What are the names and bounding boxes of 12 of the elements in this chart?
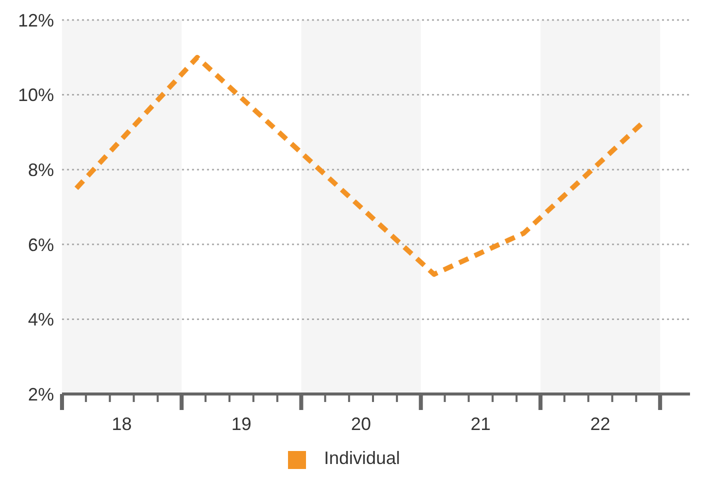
legend-label: Individual bbox=[324, 448, 400, 468]
y-tick-label: 6% bbox=[28, 234, 54, 255]
x-tick-label: 21 bbox=[470, 414, 491, 434]
x-tick-label: 19 bbox=[231, 414, 252, 434]
x-tick-label: 22 bbox=[590, 414, 610, 434]
x-tick-label: 20 bbox=[351, 414, 372, 434]
x-tick-label: 18 bbox=[112, 414, 132, 434]
y-tick-label: 2% bbox=[28, 384, 54, 404]
y-tick-label: 12% bbox=[18, 10, 54, 30]
y-tick-label: 10% bbox=[18, 85, 54, 106]
y-tick-label: 4% bbox=[28, 310, 54, 330]
y-tick-label: 8% bbox=[28, 160, 54, 180]
